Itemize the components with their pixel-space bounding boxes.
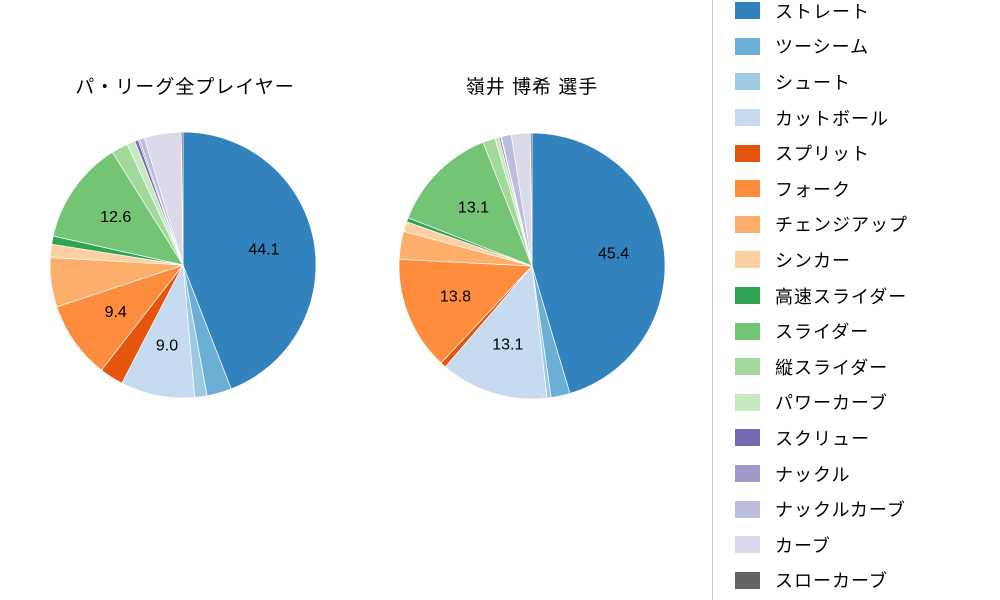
- legend-label: カットボール: [775, 108, 889, 129]
- legend-swatch: [735, 536, 760, 554]
- legend-swatch: [735, 37, 760, 55]
- legend-label: スクリュー: [775, 428, 870, 449]
- legend-item-16: スローカーブ: [735, 563, 1000, 599]
- legend-item-10: 縦スライダー: [735, 349, 1000, 385]
- chart-title-player: 嶺井 博希 選手: [465, 77, 599, 98]
- pie-slice-0: [182, 131, 317, 390]
- legend-label: スローカーブ: [775, 571, 888, 592]
- legend-item-8: 高速スライダー: [735, 278, 1000, 314]
- legend-item-0: ストレート: [735, 0, 1000, 29]
- legend-swatch: [735, 287, 760, 305]
- legend-item-5: フォーク: [735, 171, 1000, 207]
- legend: ストレートツーシームシュートカットボール スプリットフォークチェンジアップ シンカー…: [712, 0, 1000, 600]
- legend-swatch: [735, 393, 760, 411]
- pie-slice-3: [444, 265, 548, 400]
- pie-value-label: 9.0: [156, 337, 178, 354]
- legend-label: ストレート: [775, 1, 870, 22]
- legend-item-12: スクリュー: [735, 420, 1000, 456]
- legend-item-4: スプリット: [735, 135, 1000, 171]
- legend-label: フォーク: [775, 179, 851, 200]
- pie-value-label: 13.1: [458, 199, 489, 216]
- legend-swatch: [735, 109, 760, 127]
- pie-slice-5: [398, 258, 533, 364]
- pie-chart-player: 45.4 13.1 13.8 13.1: [398, 132, 666, 400]
- legend-item-14: ナックルカーブ: [735, 491, 1000, 527]
- legend-item-1: ツーシーム: [735, 29, 1000, 65]
- legend-label: チェンジアップ: [775, 215, 908, 236]
- legend-swatch: [735, 2, 760, 20]
- legend-swatch: [735, 465, 760, 483]
- pie-slice-0: [531, 132, 666, 394]
- legend-swatch: [735, 358, 760, 376]
- legend-label: シンカー: [775, 250, 851, 271]
- pie-slice-5: [56, 264, 184, 371]
- legend-item-6: チェンジアップ: [735, 207, 1000, 243]
- pie-value-label: 9.4: [105, 304, 127, 321]
- legend-item-11: パワーカーブ: [735, 385, 1000, 421]
- legend-label: スライダー: [775, 322, 870, 343]
- pie-value-label: 44.1: [248, 241, 279, 258]
- legend-label: 高速スライダー: [775, 286, 908, 307]
- legend-swatch: [735, 73, 760, 91]
- pie-slice-16: [180, 131, 184, 266]
- legend-swatch: [735, 251, 760, 269]
- legend-swatch: [735, 180, 760, 198]
- legend-label: ナックルカーブ: [775, 500, 906, 521]
- legend-swatch: [735, 144, 760, 162]
- pie-slice-9: [407, 141, 533, 267]
- legend-item-9: スライダー: [735, 313, 1000, 349]
- legend-swatch: [735, 500, 760, 518]
- pie-value-label: 12.6: [100, 209, 131, 226]
- legend-label: スプリット: [775, 144, 870, 165]
- legend-swatch: [735, 215, 760, 233]
- legend-label: パワーカーブ: [775, 393, 888, 414]
- legend-label: カーブ: [775, 535, 831, 556]
- legend-swatch: [735, 322, 760, 340]
- pie-slice-16: [529, 132, 533, 267]
- legend-label: 縦スライダー: [775, 357, 889, 378]
- pie-slice-9: [52, 151, 184, 266]
- legend-label: ナックル: [775, 464, 851, 485]
- legend-swatch: [735, 571, 760, 589]
- legend-label: ツーシーム: [775, 37, 870, 58]
- pie-value-label: 45.4: [598, 246, 629, 263]
- legend-item-7: シンカー: [735, 242, 1000, 278]
- pie-value-label: 13.1: [492, 336, 523, 353]
- legend-swatch: [735, 429, 760, 447]
- legend-item-15: カーブ: [735, 527, 1000, 563]
- legend-item-3: カットボール: [735, 100, 1000, 136]
- pie-chart-league: 44.1 9.0 9.4 12.6: [49, 131, 317, 399]
- legend-item-13: ナックル: [735, 456, 1000, 492]
- legend-item-2: シュート: [735, 64, 1000, 100]
- legend-label: シュート: [775, 72, 851, 93]
- chart-title-league: パ・リーグ全プレイヤー: [75, 77, 295, 98]
- pie-value-label: 13.8: [440, 288, 471, 305]
